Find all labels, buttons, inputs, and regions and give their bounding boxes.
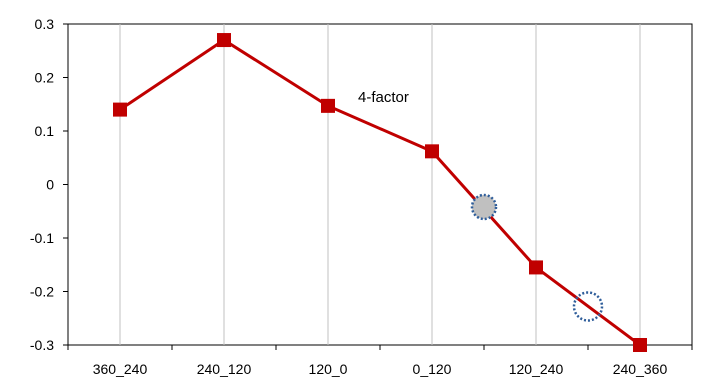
data-point (217, 33, 231, 48)
data-point (321, 98, 335, 113)
x-tick-label: 360_240 (93, 361, 148, 377)
y-tick-label: -0.1 (30, 230, 54, 246)
data-point (633, 338, 647, 352)
circle-markers (470, 193, 604, 322)
x-tick-label: 240_120 (197, 361, 252, 377)
y-tick-label: 0 (46, 177, 54, 193)
filled-circle-marker (470, 193, 498, 221)
y-tick-label: -0.3 (30, 337, 54, 353)
y-tick-label: -0.2 (30, 284, 54, 300)
x-tick-label: 0_120 (413, 361, 452, 377)
y-axis-ticks: 0.3 0.2 0.1 0 -0.1 -0.2 -0.3 (30, 16, 68, 353)
gridlines (119, 24, 641, 345)
x-tick-label: 120_0 (309, 361, 348, 377)
data-point (425, 144, 439, 159)
y-tick-label: 0.3 (35, 16, 55, 32)
y-tick-label: 0.1 (35, 123, 55, 139)
y-tick-label: 0.2 (35, 70, 55, 86)
data-point (529, 260, 543, 275)
annotation-label: 4-factor (358, 89, 409, 106)
x-tick-label: 120_240 (509, 361, 564, 377)
hollow-circle-marker (572, 291, 604, 322)
x-axis-ticks: 360_240 240_120 120_0 0_120 120_240 240_360 (67, 345, 693, 377)
data-point (113, 102, 127, 117)
series (113, 33, 647, 352)
x-tick-label: 240_360 (613, 361, 668, 377)
series-line (119, 38, 641, 347)
